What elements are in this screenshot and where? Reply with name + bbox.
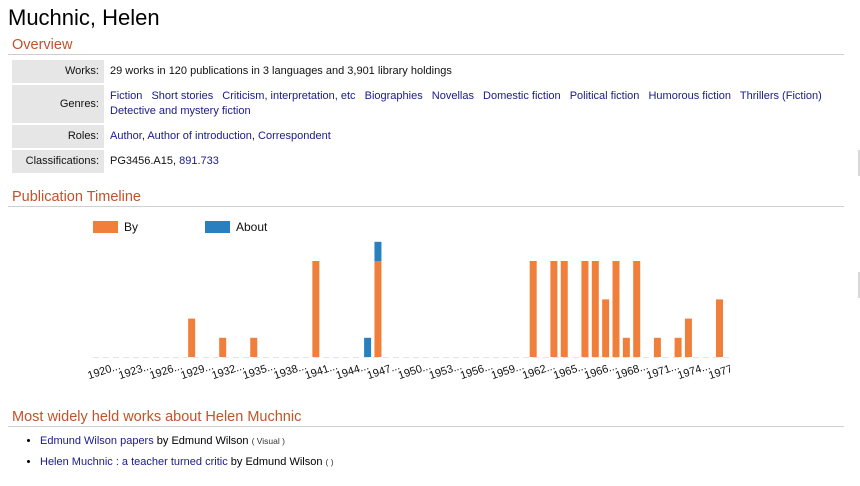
genre-link[interactable]: Criticism, interpretation, etc (222, 90, 356, 102)
genre-link[interactable]: Biographies (364, 90, 423, 102)
bar-by (550, 261, 558, 357)
list-item: Edmund Wilson papers by Edmund Wilson ( … (40, 431, 334, 452)
work-title-link[interactable]: Edmund Wilson papers (40, 435, 154, 447)
genres-value: Fiction Short stories Criticism, interpr… (104, 85, 844, 123)
bar-by (674, 337, 682, 357)
bar-by (581, 261, 589, 357)
work-author: by Edmund Wilson (230, 456, 323, 468)
works-label: Works: (12, 60, 104, 83)
works-about-divider (8, 426, 844, 427)
genre-link[interactable]: Fiction (110, 90, 143, 102)
genre-link[interactable]: Political fiction (569, 90, 640, 102)
bar-about (374, 241, 382, 261)
work-author: by Edmund Wilson (156, 435, 249, 447)
works-about-list: Edmund Wilson papers by Edmund Wilson ( … (24, 431, 334, 473)
work-format: ( ) (325, 457, 334, 467)
overview-divider (8, 54, 844, 55)
classification-link[interactable]: 891.733 (179, 155, 219, 167)
role-link[interactable]: Author (110, 130, 142, 142)
bar-by (374, 261, 382, 357)
roles-row: Roles: Author, Author of introduction, C… (12, 125, 844, 148)
bar-by (312, 261, 320, 357)
bar-by (250, 337, 258, 357)
classifications-row: Classifications: PG3456.A15, 891.733 (12, 150, 844, 173)
works-about-heading: Most widely held works about Helen Muchn… (12, 409, 302, 425)
bar-by (716, 299, 723, 357)
role-link[interactable]: Correspondent (258, 130, 331, 142)
roles-value: Author, Author of introduction, Correspo… (104, 125, 844, 148)
classification-separator: , (173, 155, 180, 167)
x-tick-label: 1977... (707, 360, 730, 382)
overview-heading: Overview (12, 37, 73, 53)
genre-link[interactable]: Short stories (151, 90, 214, 102)
role-link[interactable]: Author of introduction (147, 130, 252, 142)
works-row: Works: 29 works in 120 publications in 3… (12, 60, 844, 83)
bar-by (219, 337, 227, 357)
works-value: 29 works in 120 publications in 3 langua… (110, 65, 452, 77)
publication-timeline-chart: By About1920...1923...1926...1929...1932.… (86, 220, 730, 382)
genre-link[interactable]: Humorous fiction (648, 90, 732, 102)
genre-link[interactable]: Novellas (431, 90, 474, 102)
bar-by (529, 261, 537, 357)
bar-by (653, 337, 661, 357)
bar-by (622, 337, 630, 357)
genre-link[interactable]: Detective and mystery fiction (110, 105, 251, 117)
classification-text: PG3456.A15 (110, 155, 173, 167)
classifications-label: Classifications: (12, 150, 104, 173)
bar-by (684, 318, 692, 357)
overview-table: Works: 29 works in 120 publications in 3… (12, 58, 844, 175)
legend-swatch (93, 221, 118, 233)
bar-about (364, 337, 372, 357)
timeline-heading: Publication Timeline (12, 189, 141, 205)
bar-by (560, 261, 568, 357)
genre-link[interactable]: Thrillers (Fiction) (739, 90, 822, 102)
scrollbar-track-mark[interactable] (858, 272, 860, 298)
classifications-value: PG3456.A15, 891.733 (104, 150, 844, 173)
bar-by (612, 261, 620, 357)
genres-row: Genres: Fiction Short stories Criticism,… (12, 85, 844, 123)
timeline-divider (8, 206, 844, 207)
genre-link[interactable]: Domestic fiction (483, 90, 561, 102)
scrollbar-track-mark[interactable] (858, 150, 860, 176)
roles-label: Roles: (12, 125, 104, 148)
role-separator: , (251, 130, 259, 142)
legend-label: By (124, 220, 138, 234)
work-title-link[interactable]: Helen Muchnic : a teacher turned critic (40, 456, 228, 468)
page-title: Muchnic, Helen (8, 5, 160, 30)
bar-by (188, 318, 196, 357)
legend-swatch (205, 221, 230, 233)
legend-label: About (236, 220, 268, 234)
bar-by (633, 261, 641, 357)
genres-label: Genres: (12, 85, 104, 123)
list-item: Helen Muchnic : a teacher turned critic … (40, 452, 334, 473)
bar-by (602, 299, 610, 357)
work-format: ( Visual ) (251, 436, 285, 446)
role-separator: , (141, 130, 148, 142)
bar-by (591, 261, 599, 357)
